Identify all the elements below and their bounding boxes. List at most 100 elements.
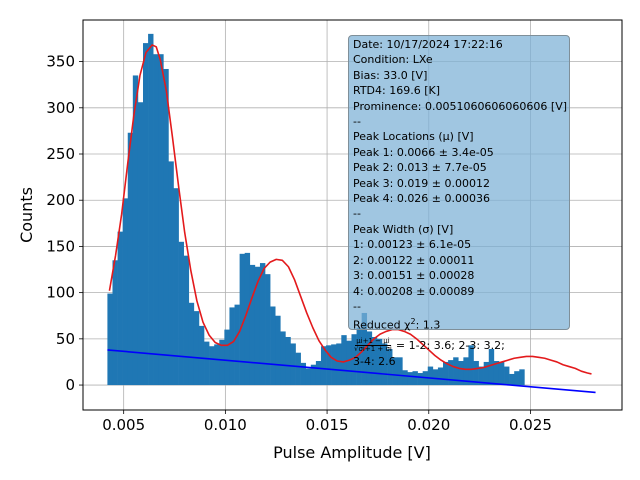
histogram-bar: [498, 361, 505, 386]
info-line: 3: 0.00151 ± 0.00028: [353, 269, 475, 283]
histogram-bar: [483, 361, 490, 386]
histogram-bar: [254, 266, 261, 386]
ratio-values-tail: 3-4: 2.6: [353, 355, 396, 369]
histogram-bar: [356, 327, 362, 386]
info-line: Peak 3: 0.019 ± 0.00012: [353, 176, 491, 190]
histogram-bar: [427, 366, 434, 386]
fit-curve-line: [108, 44, 592, 375]
info-lines: Date: 10/17/2024 17:22:16 Condition: LXe B…: [353, 37, 568, 314]
histogram-bar: [178, 241, 184, 386]
x-axis-label: Pulse Amplitude [V]: [273, 443, 431, 462]
fit-lines: [107, 44, 596, 394]
x-tick-label: 0.010: [204, 416, 247, 434]
histogram-bar: [188, 302, 195, 386]
histogram-bar: [331, 344, 337, 386]
histogram-bar: [209, 346, 215, 386]
reduced-chi2: Reduced χ2: 1.3: [353, 314, 565, 333]
info-line: 2: 0.00122 ± 0.00011: [353, 253, 475, 267]
histogram-bar: [341, 335, 347, 386]
peak-separation-ratio: μi+1 − μi √σi+1 + σi = 1-2: 3.6; 2-3: 3.…: [353, 336, 565, 354]
histogram-bar: [407, 372, 413, 386]
histogram-bar: [443, 361, 449, 386]
histogram-bar: [153, 54, 159, 386]
fit-info-box: Date: 10/17/2024 17:22:16 Condition: LXe B…: [348, 35, 570, 368]
x-tick-label: 0.020: [407, 416, 450, 434]
y-tick-label: 100: [46, 284, 75, 302]
histogram-bar: [234, 304, 240, 386]
y-tick-label: 0: [65, 376, 75, 394]
histogram-bar: [290, 343, 296, 386]
chi2-value: : 1.3: [415, 318, 441, 332]
histogram-bar: [473, 361, 479, 386]
histogram-bar: [397, 357, 403, 386]
x-tick-label: 0.015: [306, 416, 349, 434]
info-line: Prominence: 0.0051060606060606 [V]: [353, 99, 568, 113]
histogram-bar: [402, 370, 408, 386]
histogram-bar: [239, 253, 245, 386]
histogram-bar: [285, 336, 291, 386]
histogram-bar: [468, 345, 474, 386]
histogram-bar: [412, 371, 418, 386]
y-tick-label: 150: [46, 237, 75, 255]
histogram-bar: [336, 343, 342, 386]
histogram-bar: [117, 231, 123, 386]
chi2-exponent: 2: [410, 317, 416, 327]
x-tick-label: 0.005: [102, 416, 145, 434]
histogram-bar: [448, 360, 454, 386]
histogram-bar: [148, 33, 154, 386]
histogram-bar: [504, 366, 510, 386]
info-line: --: [353, 115, 361, 129]
background-line: [107, 349, 596, 394]
histogram-bar: [295, 352, 301, 386]
histogram-bar: [244, 252, 251, 386]
y-tick-label: 200: [46, 191, 75, 209]
histogram-bar: [514, 371, 520, 386]
histogram-bar: [509, 373, 515, 386]
histogram-bar: [366, 331, 373, 386]
y-tick-label: 50: [56, 330, 75, 348]
info-line: 4: 0.00208 ± 0.00089: [353, 284, 475, 298]
info-line: Peak Locations (μ) [V]: [353, 130, 474, 144]
histogram-bar: [214, 344, 220, 386]
histogram-bar: [163, 68, 169, 386]
ratio-numerator: μi+1 − μi: [355, 336, 391, 346]
histogram-bar: [478, 366, 484, 386]
info-line: Condition: LXe: [353, 53, 433, 67]
histogram-bar: [198, 325, 205, 386]
histogram-bar: [392, 357, 398, 386]
histogram-bars: [107, 33, 525, 386]
histogram-bar: [112, 260, 118, 386]
histogram-bar: [305, 368, 312, 386]
histogram-bar: [265, 274, 271, 386]
histogram-bar: [351, 334, 357, 386]
histogram-bar: [493, 361, 500, 386]
histogram-bar: [183, 255, 190, 386]
histogram-bar: [127, 132, 134, 386]
y-tick-label: 300: [46, 99, 75, 117]
histogram-bar: [204, 341, 210, 386]
histogram-bar: [326, 345, 332, 386]
info-line: Peak Width (σ) [V]: [353, 222, 454, 236]
histogram-bar: [519, 369, 525, 386]
info-line: 1: 0.00123 ± 6.1e-05: [353, 238, 472, 252]
info-line: Bias: 33.0 [V]: [353, 68, 428, 82]
histogram-bar: [249, 264, 256, 386]
histogram-bar: [346, 340, 352, 386]
histogram-bar: [193, 311, 200, 386]
histogram-bar: [300, 362, 307, 386]
y-axis-label: Counts: [17, 187, 36, 243]
histogram-bar: [432, 369, 439, 386]
info-line: Peak 1: 0.0066 ± 3.4e-05: [353, 145, 494, 159]
y-tick-label: 350: [46, 53, 75, 71]
histogram-bar: [173, 188, 179, 386]
x-tick-label: 0.025: [509, 416, 552, 434]
info-line: Peak 2: 0.013 ± 7.7e-05: [353, 161, 487, 175]
histogram-bar: [458, 361, 464, 386]
histogram-bar: [143, 43, 149, 386]
histogram-bar: [219, 339, 225, 386]
histogram-bar: [280, 331, 286, 386]
histogram-bar: [158, 54, 164, 386]
histogram-bar: [122, 198, 129, 386]
histogram-bar: [310, 364, 317, 386]
histogram-bar: [224, 329, 230, 386]
